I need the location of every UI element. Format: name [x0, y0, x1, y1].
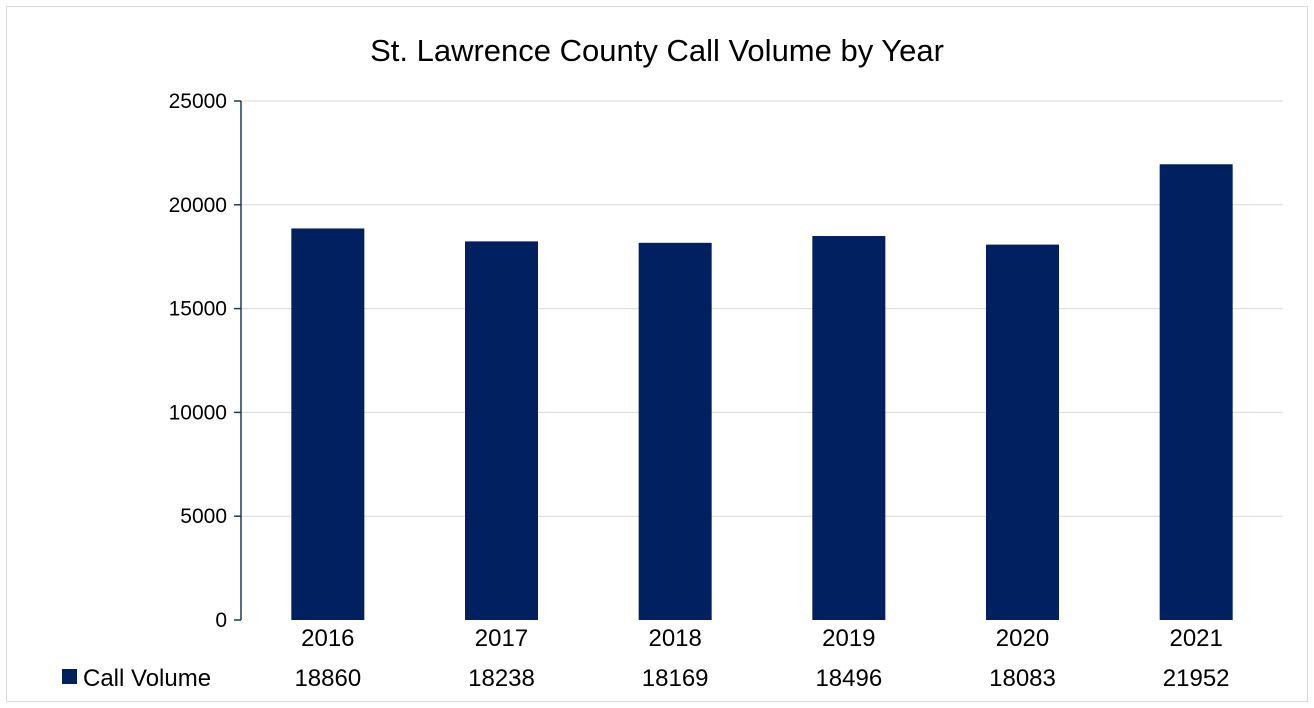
category-label: 2016 — [301, 625, 354, 652]
category-label: 2018 — [648, 625, 701, 652]
legend-label: Call Volume — [83, 665, 211, 692]
legend-swatch — [62, 669, 77, 684]
y-tick-label: 5000 — [180, 505, 227, 528]
category-label: 2020 — [996, 625, 1049, 652]
y-tick-label: 10000 — [169, 401, 227, 424]
data-table-value: 18169 — [642, 665, 709, 692]
bar-2021 — [1159, 164, 1233, 620]
bar-2016 — [291, 228, 365, 620]
y-axis: 0 5000 10000 15000 20000 25000 — [169, 90, 242, 632]
data-table-value: 18860 — [294, 665, 361, 692]
data-table-value: 21952 — [1163, 665, 1230, 692]
data-table: 18860 18238 18169 18496 18083 21952 Call Volum… — [62, 665, 1230, 692]
y-tick-label: 25000 — [169, 90, 227, 113]
chart-title: St. Lawrence County Call Volume by Year — [370, 33, 944, 68]
category-labels: 2016 2017 2018 2019 2020 2021 — [301, 625, 1223, 652]
bar-2019 — [812, 236, 886, 620]
bars — [291, 164, 1233, 620]
category-label: 2017 — [475, 625, 528, 652]
category-label: 2019 — [822, 625, 875, 652]
bar-2017 — [465, 241, 538, 620]
data-table-value: 18238 — [468, 665, 535, 692]
gridlines — [241, 100, 1283, 517]
y-tick-label: 15000 — [169, 298, 227, 321]
bar-2020 — [986, 244, 1059, 620]
y-tick-label: 0 — [215, 609, 227, 632]
data-table-value: 18496 — [815, 665, 882, 692]
bar-2018 — [638, 242, 712, 620]
data-table-value: 18083 — [989, 665, 1056, 692]
category-label: 2021 — [1169, 625, 1222, 652]
y-tick-label: 20000 — [169, 194, 227, 217]
